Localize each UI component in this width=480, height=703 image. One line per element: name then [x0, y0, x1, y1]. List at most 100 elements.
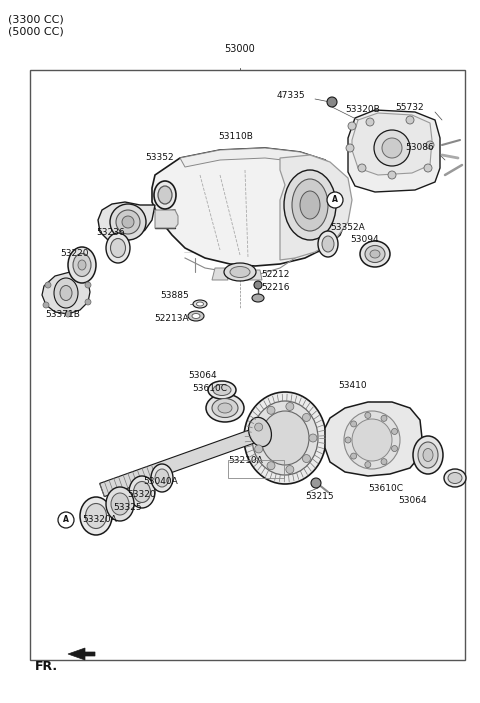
- Ellipse shape: [54, 278, 78, 308]
- Text: 55732: 55732: [395, 103, 424, 112]
- Text: 53352A: 53352A: [330, 223, 365, 232]
- Bar: [30, 70, 465, 660]
- Polygon shape: [42, 272, 90, 314]
- Text: 47335: 47335: [276, 91, 305, 101]
- Ellipse shape: [60, 285, 72, 300]
- Circle shape: [255, 423, 263, 431]
- Ellipse shape: [106, 487, 134, 521]
- Text: A: A: [63, 515, 69, 524]
- Text: 53220: 53220: [60, 249, 88, 258]
- Ellipse shape: [423, 449, 433, 461]
- Text: 53064: 53064: [188, 371, 216, 380]
- Circle shape: [43, 302, 49, 308]
- Text: 53320B: 53320B: [345, 105, 380, 115]
- Ellipse shape: [129, 476, 155, 508]
- Circle shape: [327, 97, 337, 107]
- Text: A: A: [332, 195, 338, 205]
- Ellipse shape: [208, 381, 236, 399]
- Ellipse shape: [365, 245, 385, 262]
- Polygon shape: [280, 155, 352, 260]
- Text: 53236: 53236: [96, 228, 125, 237]
- Circle shape: [374, 130, 410, 166]
- Ellipse shape: [244, 392, 326, 484]
- Ellipse shape: [444, 469, 466, 487]
- Ellipse shape: [218, 403, 232, 413]
- Text: 53885: 53885: [160, 291, 189, 300]
- Circle shape: [327, 192, 343, 208]
- Circle shape: [302, 455, 311, 463]
- Ellipse shape: [122, 216, 134, 228]
- Circle shape: [302, 413, 311, 421]
- Circle shape: [365, 462, 371, 467]
- Ellipse shape: [224, 263, 256, 281]
- Circle shape: [311, 478, 321, 488]
- Ellipse shape: [344, 411, 400, 469]
- Circle shape: [381, 458, 387, 465]
- Polygon shape: [68, 648, 95, 660]
- Circle shape: [388, 171, 396, 179]
- Circle shape: [392, 446, 397, 451]
- Ellipse shape: [352, 419, 392, 461]
- Polygon shape: [325, 402, 422, 476]
- Polygon shape: [100, 423, 272, 496]
- Ellipse shape: [322, 236, 334, 252]
- Bar: [228, 460, 284, 478]
- Ellipse shape: [252, 401, 318, 475]
- Polygon shape: [246, 270, 262, 280]
- Text: 53320A: 53320A: [82, 515, 117, 524]
- Text: 53040A: 53040A: [143, 477, 178, 486]
- Circle shape: [382, 138, 402, 158]
- Ellipse shape: [261, 411, 309, 465]
- Ellipse shape: [292, 179, 328, 231]
- Circle shape: [365, 413, 371, 418]
- Circle shape: [254, 281, 262, 289]
- Text: 52212: 52212: [261, 270, 289, 279]
- Ellipse shape: [284, 170, 336, 240]
- Text: 53610C: 53610C: [368, 484, 403, 493]
- Ellipse shape: [413, 436, 443, 474]
- Circle shape: [267, 406, 275, 414]
- Ellipse shape: [360, 241, 390, 267]
- Circle shape: [65, 311, 71, 317]
- Text: FR.: FR.: [35, 660, 58, 673]
- Circle shape: [350, 453, 357, 459]
- Ellipse shape: [73, 254, 91, 276]
- Text: 53210A: 53210A: [228, 456, 263, 465]
- Text: (5000 CC): (5000 CC): [8, 26, 64, 36]
- Ellipse shape: [85, 503, 107, 529]
- Ellipse shape: [111, 493, 129, 515]
- Circle shape: [309, 434, 317, 442]
- Circle shape: [85, 299, 91, 305]
- Circle shape: [350, 421, 357, 427]
- Ellipse shape: [252, 294, 264, 302]
- Ellipse shape: [106, 233, 130, 263]
- Circle shape: [381, 415, 387, 421]
- Text: 53094: 53094: [350, 235, 379, 244]
- Text: 53086: 53086: [405, 143, 434, 153]
- Ellipse shape: [206, 394, 244, 422]
- Circle shape: [348, 122, 356, 130]
- Ellipse shape: [78, 260, 86, 270]
- Ellipse shape: [110, 238, 125, 257]
- Text: 53325: 53325: [113, 503, 142, 512]
- Circle shape: [255, 445, 263, 453]
- Circle shape: [424, 164, 432, 172]
- Text: (3300 CC): (3300 CC): [8, 14, 64, 24]
- Ellipse shape: [151, 464, 173, 492]
- Circle shape: [286, 403, 294, 411]
- Ellipse shape: [188, 311, 204, 321]
- Text: 53410: 53410: [338, 381, 367, 390]
- Ellipse shape: [154, 181, 176, 209]
- Ellipse shape: [212, 399, 238, 418]
- Ellipse shape: [318, 231, 338, 257]
- Polygon shape: [152, 148, 348, 266]
- Polygon shape: [98, 202, 155, 242]
- Polygon shape: [348, 110, 440, 192]
- Text: 53000: 53000: [225, 44, 255, 54]
- Text: 53110B: 53110B: [218, 132, 253, 141]
- Ellipse shape: [193, 300, 207, 308]
- Text: 53371B: 53371B: [45, 310, 80, 319]
- Ellipse shape: [192, 314, 200, 318]
- Ellipse shape: [370, 250, 380, 258]
- Text: 53610C: 53610C: [192, 384, 227, 393]
